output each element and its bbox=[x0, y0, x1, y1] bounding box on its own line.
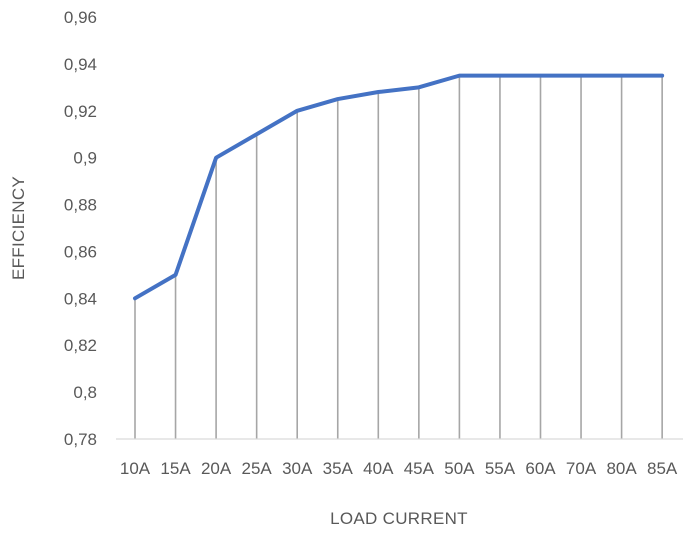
x-tick-label: 30A bbox=[282, 459, 313, 478]
x-tick-label: 25A bbox=[242, 459, 273, 478]
drop-lines bbox=[134, 75, 663, 439]
x-tick-label: 50A bbox=[444, 459, 475, 478]
x-tick-label: 20A bbox=[201, 459, 232, 478]
x-tick-label: 15A bbox=[160, 459, 191, 478]
y-tick-label: 0,88 bbox=[64, 196, 97, 215]
x-tick-label: 10A bbox=[120, 459, 151, 478]
y-tick-label: 0,84 bbox=[64, 289, 97, 308]
y-tick-label: 0,94 bbox=[64, 55, 97, 74]
x-tick-label: 35A bbox=[323, 459, 354, 478]
x-tick-label: 40A bbox=[363, 459, 394, 478]
x-axis-title: LOAD CURRENT bbox=[330, 509, 468, 528]
y-tick-label: 0,82 bbox=[64, 336, 97, 355]
series-line bbox=[133, 73, 665, 301]
y-tick-label: 0,9 bbox=[73, 149, 97, 168]
x-tick-label: 55A bbox=[485, 459, 516, 478]
y-tick-label: 0,92 bbox=[64, 102, 97, 121]
y-tick-label: 0,86 bbox=[64, 242, 97, 261]
x-tick-labels: 10A 15A 20A 25A 30A 35A 40A 45A 50A 55A 60A 70A 80A 8… bbox=[120, 459, 678, 478]
y-tick-label: 0,8 bbox=[73, 383, 97, 402]
y-tick-labels: 0,78 0,8 0,82 0,84 0,86 0,88 0,9 0,92 0,94 0,96 bbox=[64, 8, 97, 449]
y-tick-label: 0,78 bbox=[64, 430, 97, 449]
x-tick-label: 80A bbox=[606, 459, 637, 478]
x-tick-label: 60A bbox=[525, 459, 556, 478]
x-tick-label: 45A bbox=[404, 459, 435, 478]
x-tick-label: 85A bbox=[647, 459, 678, 478]
y-axis-title: EFFICIENCY bbox=[9, 176, 28, 280]
y-tick-label: 0,96 bbox=[64, 8, 97, 27]
x-tick-label: 70A bbox=[566, 459, 597, 478]
